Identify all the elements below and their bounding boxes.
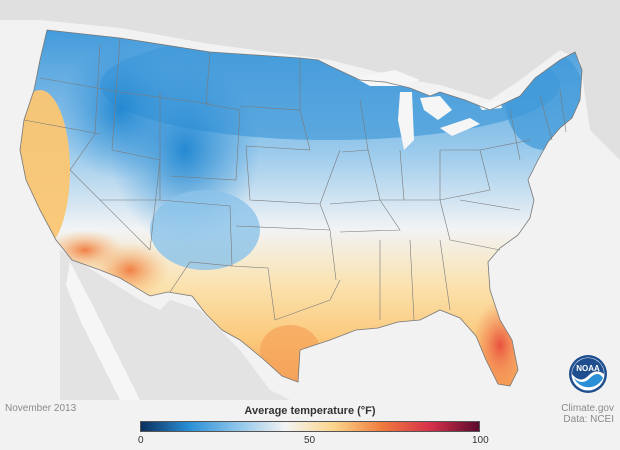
baja-gulf	[66, 262, 140, 400]
noaa-logo-text: NOAA	[576, 364, 600, 373]
lake-erie	[440, 118, 480, 136]
legend-color-bar	[140, 421, 480, 432]
lake-superior	[355, 70, 420, 86]
credit-data: Data: NCEI	[563, 414, 614, 425]
month-label: November 2013	[5, 403, 77, 414]
noaa-logo-icon: NOAA	[569, 355, 607, 393]
legend-tick-0: 0	[138, 435, 144, 446]
legend-tick-100: 100	[472, 435, 489, 446]
state-borders	[23, 37, 567, 321]
credits: Climate.gov Data: NCEI	[561, 403, 614, 425]
credit-source: Climate.gov	[561, 403, 614, 414]
lake-huron	[420, 96, 452, 120]
canada-landmass	[0, 0, 620, 160]
legend-tick-50: 50	[304, 435, 316, 446]
legend-title: Average temperature (°F)	[244, 405, 376, 417]
temperature-map: NOAA	[0, 0, 620, 400]
us-map-graphic	[0, 0, 620, 400]
lake-michigan	[398, 92, 414, 150]
